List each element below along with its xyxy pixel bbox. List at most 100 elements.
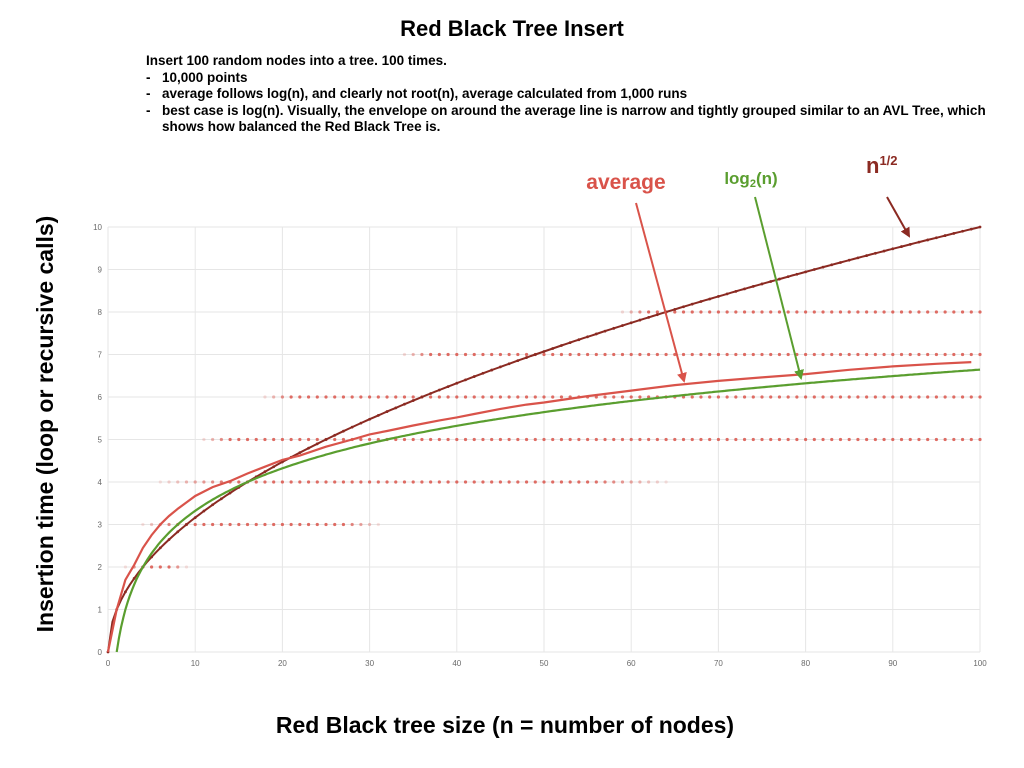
sqrt-point [342, 429, 345, 433]
trial-point [315, 522, 319, 527]
trial-point [873, 395, 877, 399]
trial-point [681, 352, 686, 357]
trial-point [324, 395, 328, 399]
trial-point [952, 437, 956, 442]
trial-point [716, 310, 721, 314]
trial-point [673, 352, 677, 357]
trial-point [280, 395, 284, 399]
trial-point [830, 437, 834, 442]
trial-point [760, 395, 764, 399]
sqrt-point [865, 254, 869, 257]
trial-point [647, 352, 651, 357]
sqrt-point [952, 232, 956, 235]
trial-point [620, 310, 625, 314]
sqrt-point [499, 365, 502, 369]
trial-point [673, 310, 677, 314]
trial-point [315, 480, 319, 484]
trial-point [742, 352, 747, 357]
trial-point [978, 395, 982, 399]
trial-point [280, 437, 284, 442]
trial-point [490, 352, 494, 357]
sqrt-point [586, 335, 589, 339]
sqrt-point [769, 280, 773, 283]
trial-point [873, 310, 877, 314]
trial-point [272, 437, 276, 442]
trial-point [838, 395, 843, 399]
trial-point [655, 310, 659, 314]
trial-point [612, 395, 616, 399]
trial-point [359, 437, 363, 442]
trial-point [795, 395, 799, 399]
trial-point [777, 395, 782, 399]
sqrt-point [856, 256, 860, 260]
trial-point [184, 565, 189, 569]
trial-point [167, 480, 171, 484]
sqrt-point [150, 555, 154, 559]
trial-point [838, 310, 843, 314]
sqrt-point [507, 362, 511, 366]
trial-point [280, 522, 284, 527]
trial-point [804, 352, 808, 357]
trial-point [978, 437, 982, 442]
trial-point [734, 395, 738, 399]
trial-point [943, 352, 947, 357]
trial-point [734, 437, 738, 442]
average-label: average [586, 171, 665, 194]
sqrt-point [385, 410, 389, 413]
trial-point [420, 437, 424, 442]
sqrt-arrow [886, 196, 910, 238]
trial-point [838, 352, 843, 357]
trial-point [507, 395, 511, 399]
trial-point [664, 352, 668, 357]
trial-point [577, 437, 581, 442]
sqrt-point [978, 225, 982, 229]
sqrt-point [307, 446, 310, 450]
y-tick-label: 9 [98, 266, 103, 275]
sqrt-point [612, 326, 616, 330]
trial-point [315, 395, 319, 399]
sqrt-point [490, 368, 494, 372]
trial-point [865, 352, 869, 357]
trial-point [202, 480, 206, 484]
sqrt-point [298, 451, 302, 455]
trial-point [176, 480, 180, 484]
sqrt-point [908, 242, 912, 246]
trial-point [655, 437, 659, 442]
trial-point [359, 522, 363, 527]
description-bullet: 10,000 points [146, 70, 1006, 87]
trial-point [978, 310, 982, 314]
trial-point [193, 522, 197, 527]
trial-point [812, 437, 816, 442]
trial-point [716, 352, 721, 357]
trial-point [969, 352, 973, 357]
trial-point [158, 480, 162, 484]
trial-point [481, 395, 485, 399]
trial-point [926, 395, 930, 399]
sqrt-point [324, 438, 328, 441]
trial-point [280, 480, 284, 484]
x-tick-label: 20 [278, 659, 287, 668]
trial-point [943, 310, 947, 314]
trial-point [577, 480, 581, 484]
trial-point [865, 395, 869, 399]
average-arrow [635, 202, 687, 383]
description-intro: Insert 100 random nodes into a tree. 100… [146, 53, 447, 68]
trial-point [341, 395, 346, 399]
description-bullets: 10,000 points average follows log(n), an… [146, 70, 1006, 136]
trial-point [455, 437, 459, 442]
trial-point [385, 480, 389, 484]
chart-title: Red Black Tree Insert [400, 16, 624, 41]
trial-point [568, 437, 572, 442]
trial-point [272, 480, 276, 484]
trial-point [272, 395, 276, 399]
sqrt-point [621, 324, 624, 327]
trial-point [620, 395, 625, 399]
trial-point [769, 437, 773, 442]
trial-point [490, 395, 494, 399]
trial-point [751, 352, 755, 357]
trial-point [699, 437, 703, 442]
trial-point [838, 437, 843, 442]
trial-point [638, 352, 642, 357]
trial-point [420, 480, 424, 484]
trial-point [298, 480, 302, 484]
